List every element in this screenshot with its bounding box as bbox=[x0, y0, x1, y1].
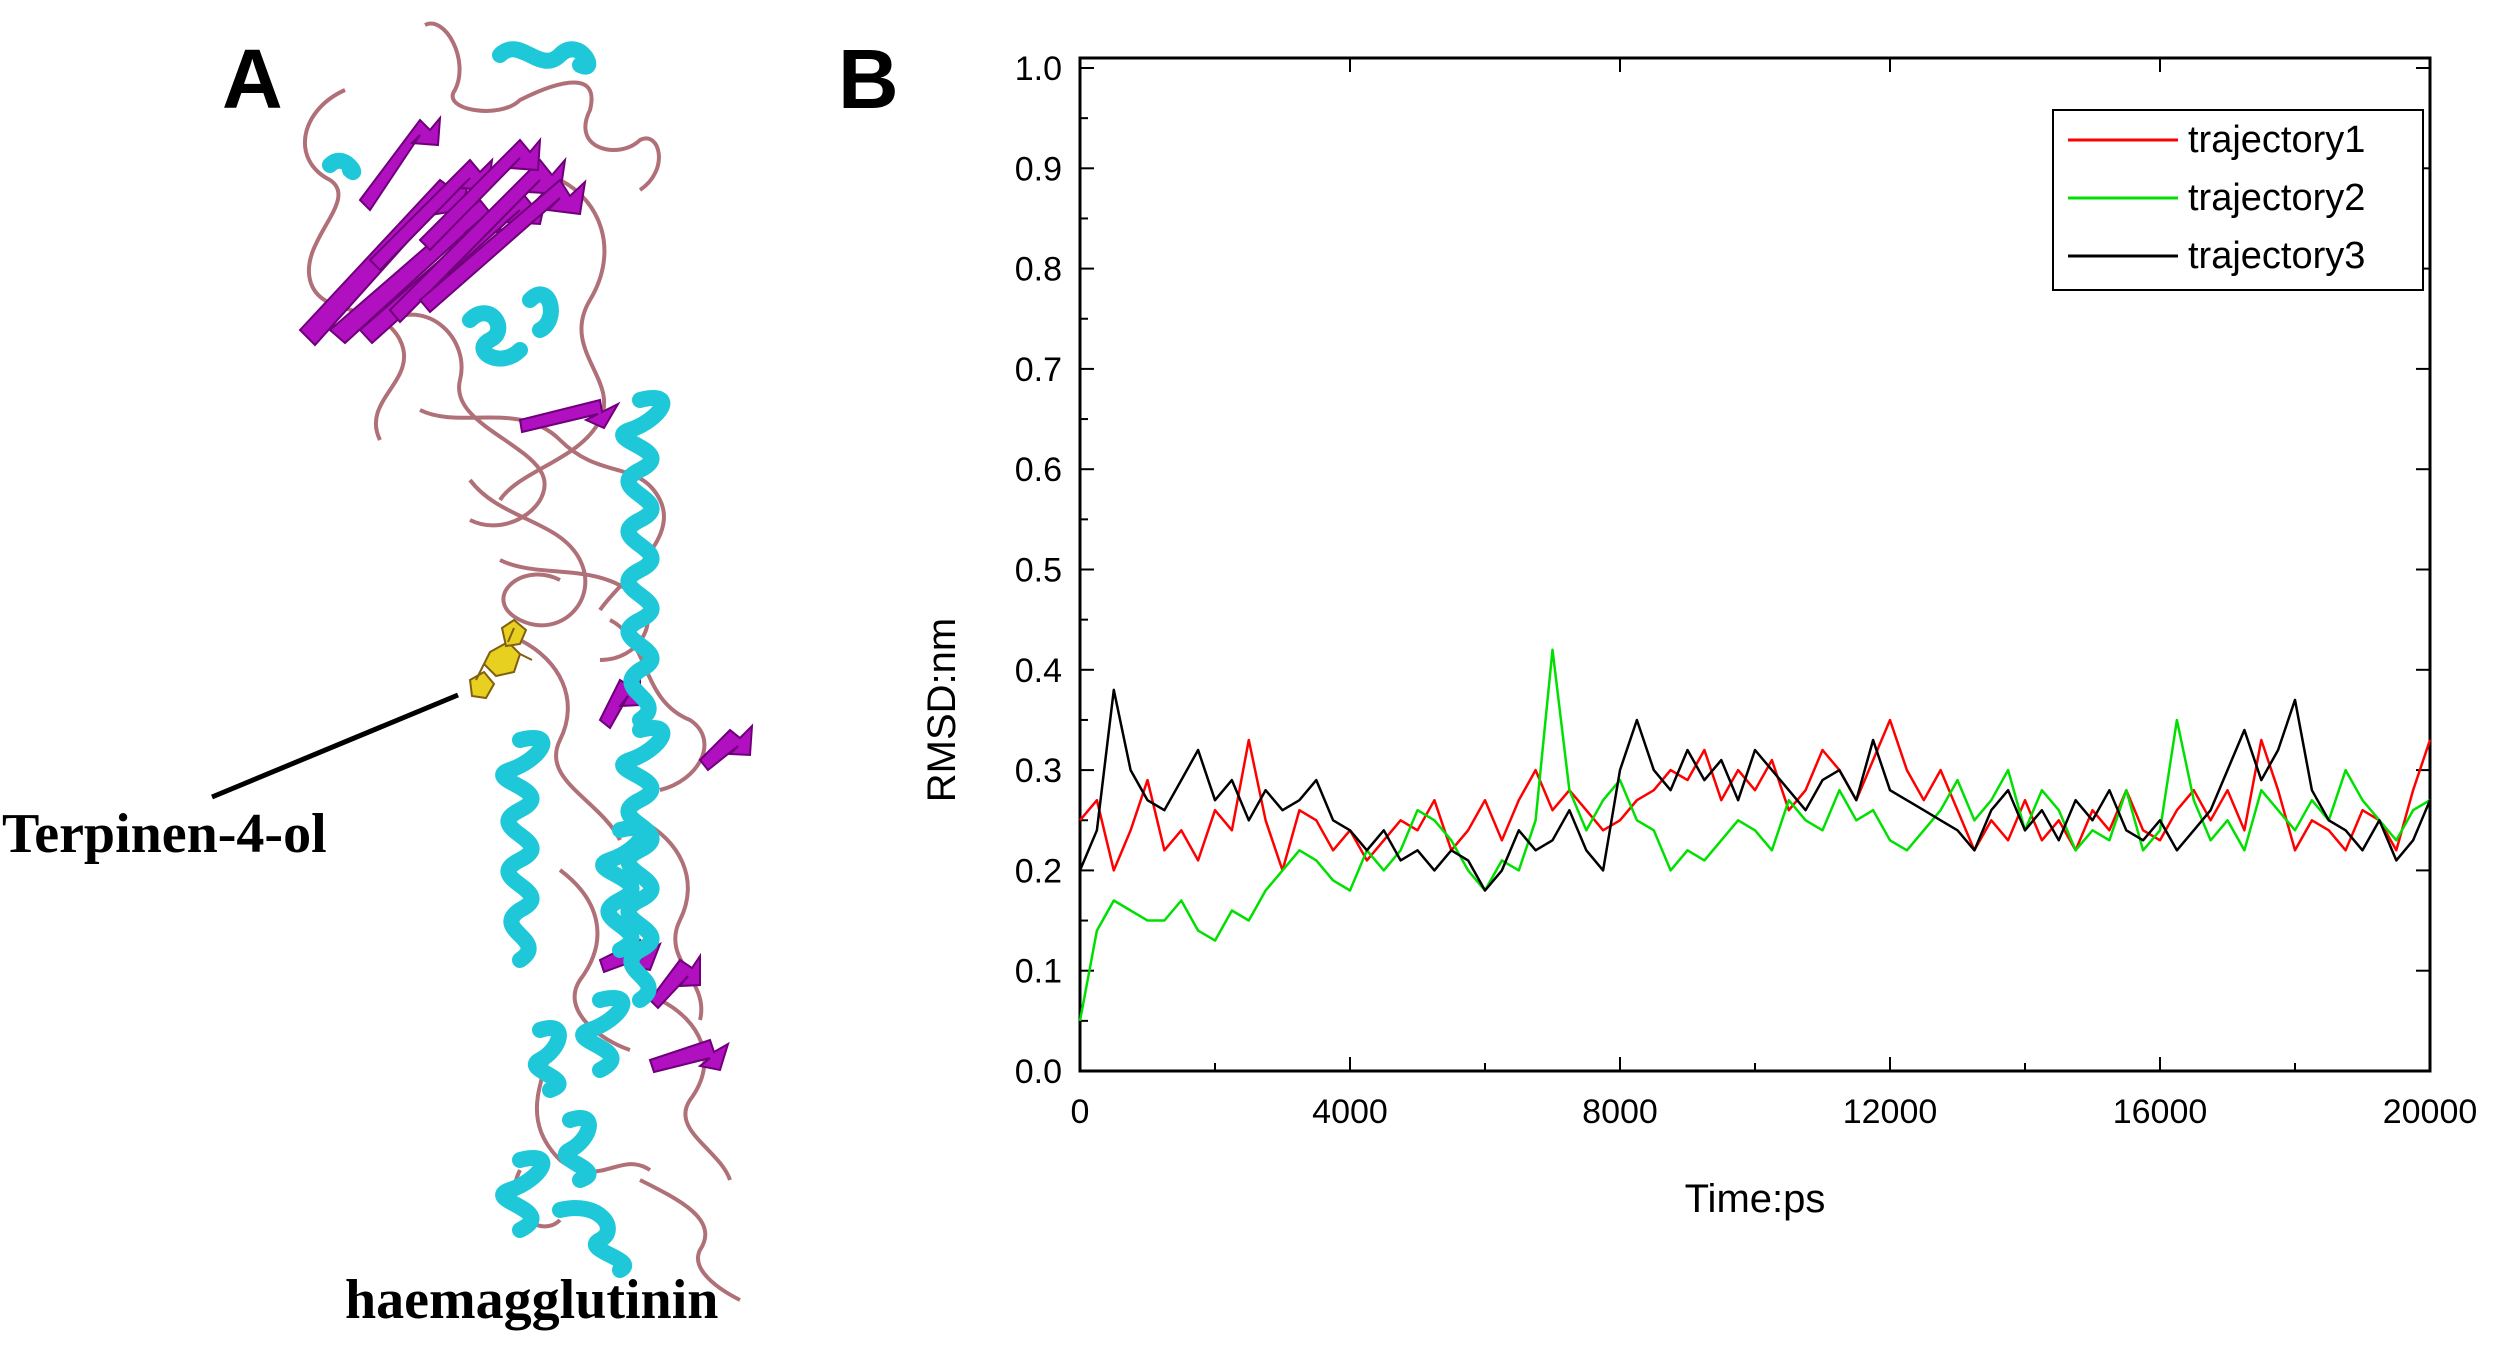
ligand-label: Terpinen-4-ol bbox=[2, 803, 327, 865]
x-tick-label: 16000 bbox=[2113, 1093, 2208, 1131]
protein-ribbon-illustration bbox=[298, 21, 754, 1302]
legend-label-trajectory2: trajectory2 bbox=[2188, 177, 2365, 219]
y-tick-label: 0.9 bbox=[1015, 150, 1062, 188]
ligand-callout-line bbox=[211, 692, 459, 800]
panel-a-letter: A bbox=[222, 32, 283, 126]
x-tick-label: 4000 bbox=[1312, 1093, 1388, 1131]
y-tick-label: 0.1 bbox=[1015, 953, 1062, 991]
y-tick-label: 0.6 bbox=[1015, 451, 1062, 489]
y-axis-title: RMSD:nm bbox=[920, 618, 964, 802]
legend-label-trajectory1: trajectory1 bbox=[2188, 119, 2365, 161]
panel-b-letter: B bbox=[838, 32, 899, 126]
x-tick-label: 12000 bbox=[1843, 1093, 1938, 1131]
series-line-trajectory2 bbox=[1078, 648, 2431, 1022]
x-axis-title: Time:ps bbox=[1685, 1177, 1826, 1221]
y-tick-label: 0.5 bbox=[1015, 552, 1062, 590]
y-tick-label: 0.2 bbox=[1015, 852, 1062, 890]
x-tick-label: 20000 bbox=[2383, 1093, 2478, 1131]
protein-label: haemagglutinin bbox=[345, 1269, 718, 1331]
panel-b-rmsd-chart: B RMSD:nm Time:ps 0.00.10.20.30.40.50.60… bbox=[838, 32, 2477, 1221]
y-tick-label: 0.4 bbox=[1015, 652, 1062, 690]
panel-a-protein-structure: A bbox=[2, 21, 754, 1331]
y-tick-label: 1.0 bbox=[1015, 50, 1062, 88]
series-lines bbox=[1078, 648, 2432, 1022]
x-tick-label: 8000 bbox=[1582, 1093, 1658, 1131]
y-tick-label: 0.0 bbox=[1015, 1053, 1062, 1091]
x-tick-label: 0 bbox=[1071, 1093, 1090, 1131]
y-tick-label: 0.8 bbox=[1015, 251, 1062, 289]
protein-alpha-helices bbox=[322, 41, 671, 1278]
axis-ticks bbox=[1079, 58, 2431, 1072]
y-tick-label: 0.7 bbox=[1015, 351, 1062, 389]
legend-label-trajectory3: trajectory3 bbox=[2188, 235, 2365, 277]
terpinen-ligand-molecule bbox=[468, 618, 533, 700]
protein-beta-sheets bbox=[298, 114, 754, 1074]
legend: trajectory1 trajectory2 trajectory3 bbox=[2052, 109, 2424, 291]
y-tick-label: 0.3 bbox=[1015, 752, 1062, 790]
series-line-trajectory1 bbox=[1079, 718, 2432, 872]
axis-tick-labels: 0.0 0.1 0.2 0.3 0.4 0.5 0.6 0.7 0.8 0.9 1.0 0 4000 80… bbox=[1015, 50, 2478, 1131]
series-line-trajectory3 bbox=[1078, 688, 2432, 892]
